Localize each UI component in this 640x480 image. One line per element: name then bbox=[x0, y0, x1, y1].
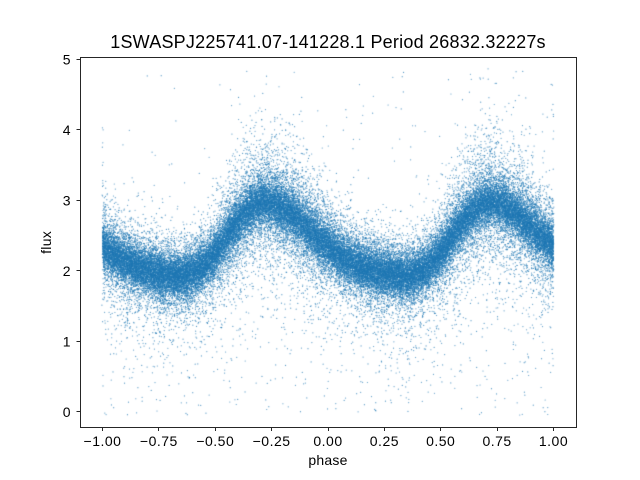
svg-text:−0.50: −0.50 bbox=[196, 433, 234, 449]
svg-text:−0.25: −0.25 bbox=[253, 433, 291, 449]
svg-text:1: 1 bbox=[63, 334, 71, 350]
svg-text:−0.75: −0.75 bbox=[140, 433, 178, 449]
svg-text:3: 3 bbox=[63, 193, 71, 209]
svg-text:2: 2 bbox=[63, 263, 71, 279]
svg-text:0.00: 0.00 bbox=[313, 433, 342, 449]
svg-text:1.00: 1.00 bbox=[539, 433, 568, 449]
svg-text:0.75: 0.75 bbox=[482, 433, 511, 449]
svg-text:flux: flux bbox=[38, 231, 54, 254]
svg-text:phase: phase bbox=[308, 452, 347, 468]
svg-text:4: 4 bbox=[63, 122, 71, 138]
svg-text:0.25: 0.25 bbox=[370, 433, 399, 449]
svg-text:1SWASPJ225741.07-141228.1 Peri: 1SWASPJ225741.07-141228.1 Period 26832.3… bbox=[110, 32, 546, 52]
svg-text:5: 5 bbox=[63, 52, 71, 68]
svg-text:0: 0 bbox=[63, 404, 71, 420]
svg-text:0.50: 0.50 bbox=[426, 433, 455, 449]
svg-text:−1.00: −1.00 bbox=[84, 433, 122, 449]
